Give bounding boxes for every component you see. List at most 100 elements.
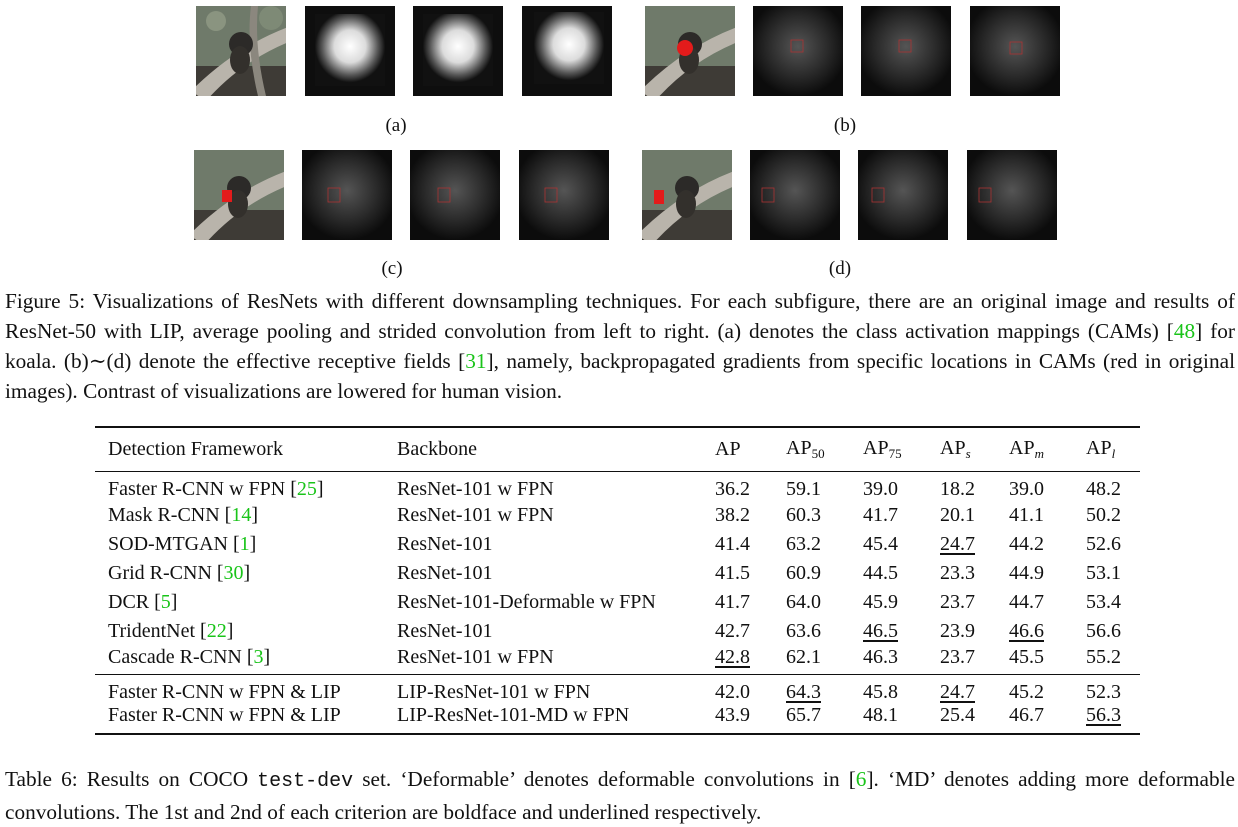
backbone-cell: ResNet-101 w FPN [397,503,554,526]
apm-cell: 41.1 [1009,503,1044,526]
apl-cell: 53.1 [1086,561,1121,584]
backbone-cell: ResNet-101 [397,561,493,584]
apl-cell: 50.2 [1086,503,1121,526]
citation-link[interactable]: 22 [206,619,227,642]
apl-cell: 52.3 [1073,674,1140,704]
ap50-cell: 62.1 [786,645,821,668]
ap-cell: 41.5 [715,561,750,584]
results-table: Detection Framework Backbone AP AP50 AP7… [95,426,1140,735]
header-ap50: AP50 [773,427,850,472]
framework-cell: TridentNet [22] [108,619,234,642]
apm-cell: 45.2 [996,674,1073,704]
apl-cell: 52.6 [1086,532,1121,555]
erf-avg-pooling [858,150,948,240]
apl-cell: 55.2 [1086,645,1121,668]
apm-cell: 44.2 [1009,532,1044,555]
ap75-cell: 45.8 [850,674,927,704]
ap-cell: 38.2 [715,503,750,526]
ap50-cell: 59.1 [786,477,821,500]
apm-cell: 44.7 [1009,590,1044,613]
cam-strided-conv [522,6,612,96]
aps-cell: 23.9 [940,619,975,642]
ap75-cell: 46.5 [863,619,898,642]
aps-cell: 23.3 [940,561,975,584]
framework-cell: Faster R-CNN w FPN & LIP [95,674,384,704]
citation-link[interactable]: 1 [239,532,250,555]
erf-strided-conv [970,6,1060,96]
ap-cell: 41.4 [715,532,750,555]
koala-original-image [196,6,286,96]
apm-cell: 39.0 [1009,477,1044,500]
caption-text: ]. ‘MD’ denotes adding more deformable c… [5,767,1235,824]
framework-cell: DCR [5] [108,590,178,613]
erf-avg-pooling [861,6,951,96]
apm-cell: 44.9 [1009,561,1044,584]
apl-cell: 56.3 [1086,704,1121,726]
citation-link[interactable]: 3 [253,645,264,668]
ap50-cell: 64.3 [773,674,850,704]
header-apm: APm [996,427,1073,472]
erf-strided-conv [519,150,609,240]
citation-link[interactable]: 48 [1173,319,1196,343]
citation-link[interactable]: 6 [855,767,867,791]
figure-caption: Figure 5: Visualizations of ResNets with… [5,286,1235,406]
table-row: Faster R-CNN w FPN [25] ResNet-101 w FPN… [95,471,1140,501]
table-header-row: Detection Framework Backbone AP AP50 AP7… [95,427,1140,472]
apl-cell: 48.2 [1086,477,1121,500]
caption-text: ] for koala. (b)∼(d) denote the effectiv… [5,319,1235,373]
table-row-ours: Faster R-CNN w FPN & LIP LIP-ResNet-101 … [95,674,1140,704]
caption-text: Figure 5: Visualizations of ResNets with… [5,289,1235,343]
erf-lip [750,150,840,240]
subfigure-label-a: (a) [385,115,407,136]
table-row: DCR [5] ResNet-101-Deformable w FPN 41.7… [95,588,1140,617]
apl-cell: 53.4 [1086,590,1121,613]
aps-cell: 24.7 [940,532,975,555]
ap-cell: 42.8 [715,645,750,668]
cam-avg-pooling [413,6,503,96]
erf-avg-pooling [410,150,500,240]
backbone-cell: ResNet-101 w FPN [397,645,554,668]
citation-link[interactable]: 14 [231,503,252,526]
apm-cell: 46.7 [1009,704,1044,726]
erf-lip [753,6,843,96]
citation-link[interactable]: 30 [223,561,244,584]
framework-cell: Cascade R-CNN [3] [108,645,271,668]
cam-lip [305,6,395,96]
citation-link[interactable]: 25 [296,477,317,500]
header-ap: AP [702,427,773,472]
backbone-cell: ResNet-101 w FPN [397,477,554,500]
aps-cell: 23.7 [940,590,975,613]
framework-cell: Grid R-CNN [30] [108,561,251,584]
caption-text: ], namely, backpropagated gradients from… [5,349,1235,403]
apm-cell: 45.5 [1009,645,1044,668]
citation-link[interactable]: 5 [160,590,171,613]
aps-cell: 24.7 [927,674,996,704]
header-apl: APl [1073,427,1140,472]
ap75-cell: 45.4 [863,532,898,555]
figure-5: (a) (b) [0,0,1238,280]
header-aps: APs [927,427,996,472]
backbone-cell: ResNet-101 [397,532,493,555]
ap50-cell: 63.6 [786,619,821,642]
framework-cell: Faster R-CNN w FPN [25] [108,477,324,500]
ap-cell: 36.2 [715,477,750,500]
ap50-cell: 60.9 [786,561,821,584]
framework-cell: Mask R-CNN [14] [108,503,259,526]
table-row: Cascade R-CNN [3] ResNet-101 w FPN 42.8 … [95,646,1140,675]
ap-cell: 42.0 [702,674,773,704]
table-row: Grid R-CNN [30] ResNet-101 41.5 60.9 44.… [95,559,1140,588]
caption-text: Table 6: Results on COCO [5,767,258,791]
ap50-cell: 60.3 [786,503,821,526]
koala-original-image-marked [645,6,735,96]
table-caption: Table 6: Results on COCO test-dev set. ‘… [5,764,1235,827]
subfigure-label-c: (c) [381,258,403,279]
koala-original-image-marked [194,150,284,240]
framework-cell: SOD-MTGAN [1] [108,532,257,555]
citation-link[interactable]: 31 [465,349,487,373]
aps-cell: 18.2 [940,477,975,500]
dataset-split: test-dev [257,770,354,793]
ap50-cell: 63.2 [786,532,821,555]
subfigure-label-d: (d) [828,258,852,279]
backbone-cell: ResNet-101-Deformable w FPN [397,590,656,613]
apl-cell: 56.6 [1086,619,1121,642]
